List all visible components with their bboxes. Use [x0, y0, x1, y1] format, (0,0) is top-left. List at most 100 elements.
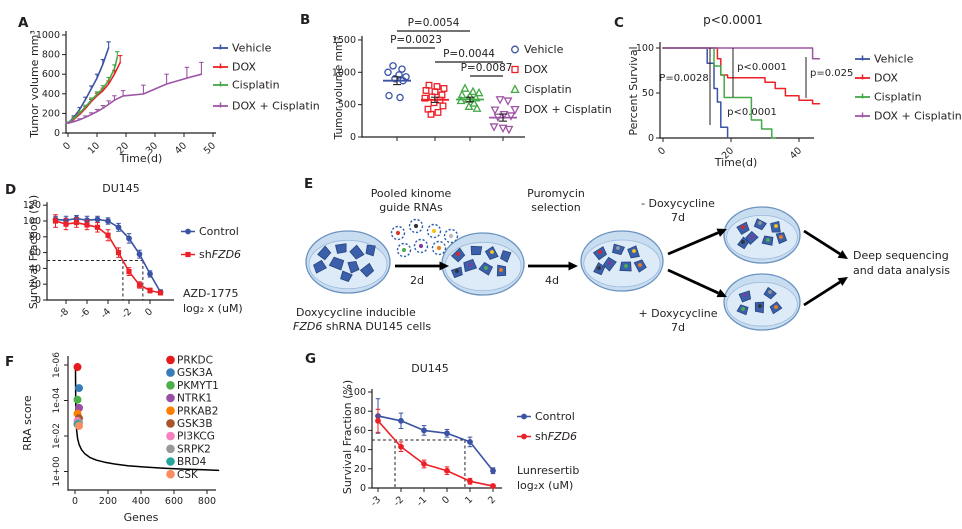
marker-triangle-down: [503, 97, 513, 106]
petri-dish: [305, 230, 391, 294]
y-tick-label: 600: [42, 69, 60, 80]
marker-circle: [389, 62, 397, 70]
marker-circle: [105, 218, 111, 224]
marker-circle: [511, 45, 519, 54]
cell: [349, 244, 365, 260]
y-tick-label: 80: [354, 406, 366, 417]
petri-dish: [723, 273, 801, 331]
marker-square: [421, 94, 429, 102]
panel-d-label: D: [5, 182, 16, 198]
p-value-label: p<0.0001: [737, 62, 787, 73]
marker-circle: [396, 93, 404, 102]
x-tick-label: 0: [61, 140, 73, 152]
branch-plus-dox-label: + Doxycycline: [638, 307, 717, 320]
legend-gene-label: PKMYT1: [177, 380, 219, 392]
cell-marker-dot: [455, 269, 459, 273]
marker-square: [105, 232, 111, 238]
legend-item-label: shFZD6: [199, 248, 241, 261]
x-tick-label: -8: [57, 306, 71, 320]
x-tick-label: -2: [392, 494, 406, 508]
marker-circle: [421, 461, 427, 467]
cell: [335, 243, 347, 254]
p-value-label: P=0.0023: [390, 34, 442, 46]
cell-marker-dot: [758, 304, 762, 308]
legend-gene-dot: [166, 431, 175, 441]
panel-e-label: E: [304, 176, 313, 192]
guide-rna-core: [395, 230, 401, 236]
marker-square: [511, 65, 519, 74]
y-tick-label: 120: [23, 200, 41, 211]
legend-gene-dot: [166, 355, 175, 365]
cell-marker-dot: [632, 249, 636, 253]
legend-item-label: DOX + Cisplatin: [524, 103, 612, 116]
y-tick-label: 100: [23, 216, 41, 227]
x-tick-label: 0: [143, 306, 155, 318]
x-tick-label: -6: [78, 306, 92, 320]
legend-item-label: Vehicle: [524, 43, 564, 56]
marker-square: [440, 85, 448, 92]
marker-triangle-down: [504, 125, 514, 135]
p-value-label: P=0.0054: [408, 17, 460, 29]
x-tick-label: 0: [72, 496, 78, 507]
marker-square: [157, 290, 164, 296]
legend-gene-dot: [166, 406, 175, 416]
drug-name-label: AZD-1775: [183, 287, 239, 300]
marker-circle: [521, 413, 527, 420]
branch-minus-dox-duration: 7d: [671, 211, 685, 224]
legend-gene-dot: [166, 444, 175, 454]
flow-arrow-head: [716, 228, 727, 237]
petri-dish: [441, 232, 525, 296]
x-axis-title: log₂ x (uM): [183, 302, 243, 315]
marker-circle: [391, 75, 399, 83]
flow-arrow-head: [568, 261, 578, 271]
guide-rna-core: [418, 243, 424, 249]
p-value-label: P=0.0028: [659, 73, 708, 84]
cell-marker-dot: [484, 266, 488, 270]
hit-gene-dot: [75, 384, 83, 393]
y-axis-title: RRA score: [21, 395, 34, 451]
x-tick-label: 0: [656, 145, 668, 157]
survival-curve: [662, 47, 821, 105]
legend-gene-label: GSK3A: [177, 367, 213, 379]
survival-curve: [662, 47, 821, 60]
step2-title: Puromycin: [527, 187, 585, 200]
x-tick-label: -4: [99, 306, 113, 320]
flow-arrow-shaft: [803, 229, 841, 256]
petri-dish: [580, 230, 664, 292]
marker-triangle-up: [471, 93, 481, 102]
y-tick-label: 40: [29, 263, 41, 274]
marker-triangle-up: [510, 84, 520, 94]
marker-circle: [490, 467, 496, 474]
marker-triangle-up: [472, 103, 482, 112]
chart-title: p<0.0001: [703, 13, 763, 27]
legend-gene-label: CSK: [177, 469, 199, 481]
x-tick-label: 40: [173, 140, 189, 156]
legend-item-label: DOX + Cisplatin: [874, 110, 962, 123]
cell-marker-dot: [468, 263, 472, 267]
cell-marker-dot: [768, 290, 772, 294]
y-tick-label: 80: [29, 232, 41, 243]
y-tick-label: 60: [29, 248, 41, 259]
y-tick-label: 1500: [332, 35, 356, 46]
cell-marker-dot: [499, 268, 503, 272]
marker-circle: [398, 65, 406, 73]
panel-f-label: F: [5, 354, 14, 370]
legend-item-label: Control: [199, 225, 239, 238]
marker-triangle-down: [506, 112, 516, 121]
legend-item-label: Cisplatin: [524, 83, 572, 96]
step1-title: guide RNAs: [379, 201, 443, 214]
growth-curve: [67, 46, 110, 124]
marker-circle: [398, 417, 404, 424]
marker-square: [427, 110, 435, 118]
panel-f-rra-score-chart: 1e-06 1e-04 1e-02 1e+00 0 200 400 600 800 Genes RR…: [21, 352, 220, 524]
legend-gene-label: GSK3B: [177, 418, 213, 430]
cell: [317, 245, 332, 261]
cell: [359, 262, 375, 278]
legend-gene-label: SRPK2: [177, 443, 211, 455]
growth-curve: [67, 61, 121, 124]
y-tick-label: 0: [360, 483, 366, 494]
cell: [340, 270, 353, 282]
x-axis-title: log₂x (uM): [517, 479, 573, 492]
